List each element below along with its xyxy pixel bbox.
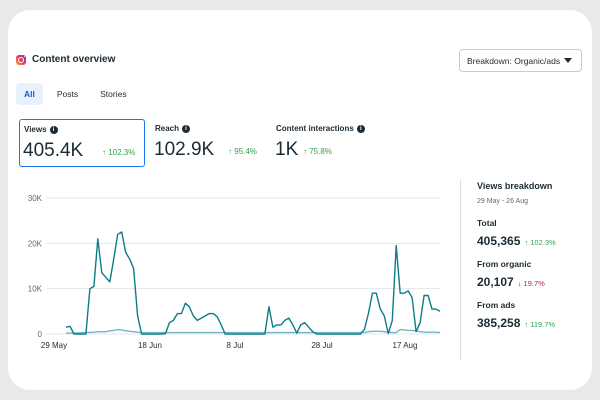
breakdown-label-total: Total — [477, 218, 497, 228]
content-type-tabs: All Posts Stories — [16, 83, 141, 105]
metric-label: Views — [24, 125, 47, 134]
metric-value: 1K — [275, 139, 299, 160]
breakdown-value: 20,107 — [477, 275, 514, 289]
x-tick-label: 28 Jul — [311, 341, 333, 350]
series-line — [66, 328, 441, 334]
breakdown-date-range: 29 May - 26 Aug — [477, 198, 528, 205]
breakdown-row-organic: 20,107 ↓ 19.7% — [477, 275, 545, 289]
x-tick-label: 18 Jun — [138, 341, 162, 350]
breakdown-dropdown[interactable]: Breakdown: Organic/ads — [459, 49, 582, 72]
breakdown-row-total: 405,365 ↑ 102.3% — [477, 234, 556, 248]
breakdown-value: 405,365 — [477, 234, 521, 248]
breakdown-change: ↑ 102.3% — [524, 238, 556, 247]
y-tick-label: 30K — [28, 194, 43, 203]
metric-card-content-interactions[interactable]: Content interactions i 1K ↑ 75.8% — [272, 119, 432, 167]
breakdown-dropdown-label: Breakdown: Organic/ads — [467, 55, 561, 66]
metric-label: Content interactions — [276, 124, 354, 133]
breakdown-value: 385,258 — [477, 316, 521, 330]
metric-label-row: Content interactions i — [276, 124, 365, 133]
info-icon[interactable]: i — [49, 125, 58, 134]
tab-posts[interactable]: Posts — [56, 89, 79, 99]
x-tick-label: 29 May — [41, 341, 67, 350]
x-tick-label: 17 Aug — [393, 341, 418, 350]
caret-down-icon — [564, 58, 572, 63]
y-tick-label: 10K — [28, 285, 43, 294]
tab-stories[interactable]: Stories — [100, 89, 127, 99]
breakdown-title: Views breakdown — [477, 181, 553, 191]
tab-all[interactable]: All — [16, 83, 43, 105]
breakdown-row-ads: 385,258 ↑ 119.7% — [477, 316, 555, 330]
breakdown-label-ads: From ads — [477, 300, 516, 310]
x-tick-label: 8 Jul — [227, 341, 244, 350]
breakdown-change: ↑ 119.7% — [524, 320, 556, 329]
y-tick-label: 20K — [28, 239, 43, 248]
series-line — [65, 231, 441, 335]
metric-change: ↑ 75.8% — [303, 147, 332, 156]
breakdown-change: ↓ 19.7% — [517, 279, 545, 288]
metric-card-views[interactable]: Views i 405.4K ↑ 102.3% — [19, 119, 145, 167]
metric-card-reach[interactable]: Reach i 102.9K ↑ 95.4% — [151, 119, 269, 167]
y-tick-label: 0 — [38, 330, 43, 339]
metric-change: ↑ 102.3% — [102, 148, 136, 157]
instagram-icon — [16, 54, 26, 65]
views-line-chart: 0 10K 20K 30K 29 May 18 Jun 8 Jul 28 Jul 17 Aug — [28, 194, 441, 350]
metric-label: Reach — [155, 124, 180, 133]
section-header: Content overview — [16, 54, 115, 65]
metric-value: 405.4K — [23, 140, 84, 161]
views-breakdown-panel: Views breakdown 29 May - 26 Aug Total 40… — [460, 180, 584, 360]
metric-label-row: Views i — [24, 125, 58, 134]
info-icon[interactable]: i — [356, 124, 365, 133]
info-icon[interactable]: i — [182, 124, 191, 133]
metric-value: 102.9K — [154, 139, 215, 160]
metric-label-row: Reach i — [155, 124, 191, 133]
section-title: Content overview — [32, 54, 116, 65]
breakdown-label-organic: From organic — [477, 259, 532, 269]
metric-change: ↑ 95.4% — [228, 147, 257, 156]
